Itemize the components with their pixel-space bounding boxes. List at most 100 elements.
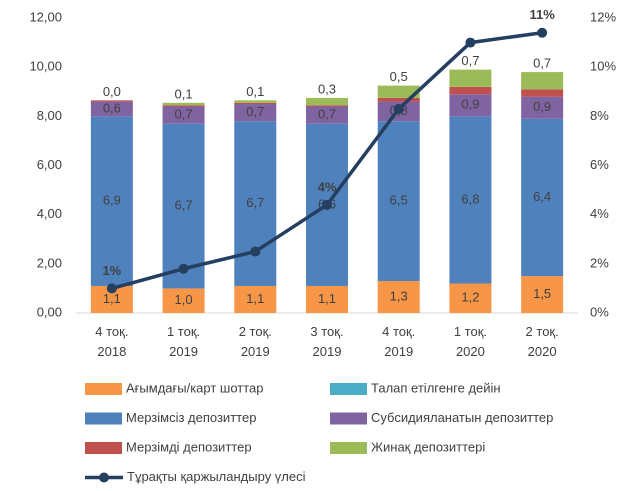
y-tick-label: 12,00: [29, 9, 62, 24]
bar-segment: [234, 285, 277, 313]
y-tick-label: 0,00: [37, 304, 62, 319]
data-label: 1,1: [246, 291, 264, 306]
data-label: 0,9: [461, 97, 479, 112]
x-tick-label: 2 тоқ. 2019: [239, 324, 272, 359]
data-label: 6,4: [533, 189, 551, 204]
x-tick-line: 1 тоқ.: [454, 324, 487, 339]
legend-swatch: [330, 412, 367, 425]
bar-segment: [377, 85, 420, 98]
bar-segment: [521, 276, 564, 313]
bar-segment: [449, 116, 492, 284]
legend-label: Талап етілгенге дейін: [371, 380, 501, 395]
data-label: 1,1: [318, 291, 336, 306]
line-marker: [250, 246, 261, 257]
x-tick-line: 2019: [384, 344, 413, 359]
bar-segment: [162, 105, 205, 107]
legend-swatch: [99, 472, 109, 483]
bar-segment: [377, 121, 420, 282]
data-label: 0,5: [390, 69, 408, 84]
data-label: 0,7: [318, 107, 336, 122]
bar-segment: [449, 94, 492, 117]
y2-tick-label: 0%: [590, 304, 609, 319]
y2-tick-label: 6%: [590, 157, 609, 172]
y2-tick-label: 2%: [590, 255, 609, 270]
bar-segment: [377, 97, 420, 102]
line-marker: [322, 199, 332, 210]
bar-segment: [306, 285, 348, 313]
x-tick-line: 2018: [97, 344, 126, 359]
legend-label: Ағымдағы/карт шоттар: [126, 380, 264, 395]
x-tick-line: 2 тоқ.: [239, 324, 272, 339]
bar-segment: [449, 69, 492, 87]
x-tick-line: 2 тоқ.: [526, 324, 559, 339]
x-tick-line: 2020: [456, 344, 485, 359]
data-label: 6,9: [103, 193, 121, 208]
data-label: 1,3: [390, 288, 408, 303]
line-marker: [465, 37, 476, 48]
line-marker: [178, 263, 189, 274]
data-label: 11%: [529, 7, 555, 22]
y-tick-label: 10,00: [29, 59, 62, 74]
data-label: 6,7: [246, 195, 264, 210]
bar-segment: [162, 288, 205, 313]
legend-label: Мерзімсіз депозиттер: [126, 410, 256, 425]
x-tick-label: 4 тоқ. 2018: [95, 324, 128, 359]
data-label: 0,1: [246, 84, 264, 99]
legend-swatch: [330, 442, 367, 454]
bar-segment: [90, 116, 133, 286]
data-label: 6,8: [461, 191, 479, 206]
data-label: 6,5: [390, 193, 408, 208]
legend-swatch: [330, 383, 367, 395]
data-label: 0,6: [103, 100, 121, 115]
legend-label: Мерзімді депозиттер: [126, 439, 252, 454]
legend-label: Жинақ депозиттері: [371, 439, 485, 454]
x-tick-label: 1 тоқ. 2020: [454, 324, 487, 359]
line-marker: [106, 283, 117, 294]
data-label: 0,7: [246, 104, 264, 119]
data-label: 0,9: [533, 99, 551, 114]
y2-tick-label: 10%: [590, 59, 616, 74]
x-tick-label: 3 тоқ. 2019: [310, 324, 343, 359]
x-tick-line: 2019: [241, 344, 270, 359]
y2-tick-label: 8%: [590, 108, 609, 123]
data-label: 0,7: [533, 56, 551, 71]
data-label: 0,1: [175, 86, 193, 101]
legend-label: Субсидияланатын депозиттер: [371, 410, 553, 425]
bar-segment: [90, 101, 133, 117]
data-label: 0,0: [103, 84, 121, 99]
bar-segment: [234, 102, 277, 105]
bar-segment: [234, 121, 277, 286]
x-tick-line: 1 тоқ.: [167, 324, 200, 339]
bar-segment: [306, 106, 348, 124]
bar-segment: [521, 118, 564, 277]
data-label: 1%: [102, 263, 121, 278]
data-label: 0,7: [175, 107, 193, 122]
data-label: 1,5: [533, 286, 551, 301]
y-tick-label: 6,00: [37, 157, 62, 172]
bar-segment: [162, 106, 205, 124]
bar-segment: [234, 104, 277, 122]
legend-swatch: [85, 412, 122, 425]
bar-segment: [521, 72, 564, 90]
bar-segment: [377, 281, 420, 313]
x-tick-line: 2019: [313, 344, 342, 359]
line-marker: [393, 103, 404, 114]
x-tick-label: 1 тоқ. 2019: [167, 324, 200, 359]
bar-segment: [162, 102, 205, 106]
x-tick-line: 4 тоқ.: [95, 324, 128, 339]
bar-segment: [234, 100, 277, 103]
data-label: 6,7: [175, 198, 193, 213]
legend-swatch: [85, 383, 122, 395]
bar-segment: [449, 86, 492, 95]
y2-tick-label: 4%: [590, 206, 609, 221]
line-marker: [537, 27, 548, 38]
legend-swatch: [85, 442, 122, 454]
data-label: 0,7: [461, 53, 479, 68]
x-tick-line: 2020: [528, 344, 557, 359]
bar-segment: [521, 96, 564, 119]
data-label: 1,2: [461, 290, 479, 305]
y-tick-label: 8,00: [37, 108, 62, 123]
bar-segment: [521, 89, 564, 97]
y-tick-label: 2,00: [37, 255, 62, 270]
